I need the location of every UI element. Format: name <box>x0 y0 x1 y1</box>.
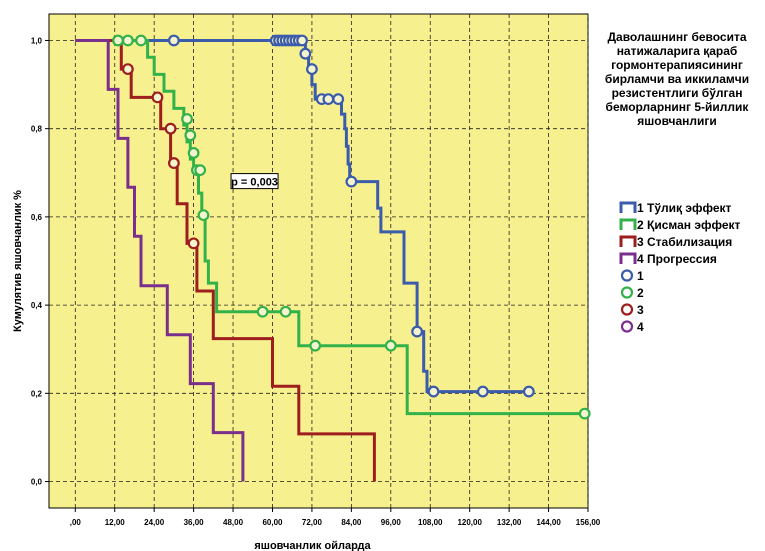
censor-marker <box>578 407 591 420</box>
censor-marker <box>184 129 197 142</box>
legend-line-swatch <box>619 218 637 230</box>
censor-marker <box>322 93 335 106</box>
y-tick-label: 1,0 <box>31 36 43 45</box>
legend-censor-swatch <box>620 269 634 282</box>
legend-circle-glyph <box>620 320 634 333</box>
censor-marker <box>299 47 312 60</box>
title-line: гормонтерапиясининг <box>611 58 743 72</box>
legend-label: 2 <box>637 285 644 300</box>
legend-line-swatch <box>619 235 637 247</box>
legend-line-glyph <box>619 201 637 213</box>
y-tick-label: 0,2 <box>31 389 43 398</box>
x-tick-label: 12,00 <box>105 518 126 527</box>
legend-label: 1 <box>637 268 644 283</box>
legend-label: 4 Прогрессия <box>637 251 717 266</box>
censor-marker <box>296 34 308 47</box>
p-value-text: p = 0,003 <box>231 177 278 189</box>
legend-item-line-2: 2 Қисман эффект <box>619 216 764 233</box>
legend-label: 3 <box>637 302 644 317</box>
censor-marker <box>151 91 164 104</box>
km-curve <box>75 39 245 482</box>
x-tick-label: 120,00 <box>457 518 482 527</box>
p-value-annotation: p = 0,003 <box>230 173 279 190</box>
x-tick-label: 36,00 <box>184 518 205 527</box>
legend-item-line-1: 1 Тўлиқ эффект <box>619 199 764 216</box>
x-tick-label: 60,00 <box>262 518 283 527</box>
censor-marker <box>167 34 180 47</box>
censor-marker <box>187 237 200 250</box>
legend-item-line-4: 4 Прогрессия <box>619 250 764 267</box>
x-tick-label: 96,00 <box>381 518 402 527</box>
title-line: Даволашнинг бевосита <box>607 30 747 44</box>
x-tick-label: ,00 <box>70 518 82 527</box>
legend-item-censor-3: 3 <box>619 301 764 318</box>
censor-marker <box>187 147 200 159</box>
title-line: беморларнинг 5-йиллик <box>605 100 749 114</box>
chart-title: Даволашнинг бевосита натижаларига қараб … <box>592 30 762 128</box>
censor-marker <box>197 209 210 222</box>
legend-censor-swatch <box>620 303 634 316</box>
legend-line-glyph <box>619 252 637 264</box>
censor-marker <box>309 339 322 352</box>
x-tick-label: 72,00 <box>302 518 323 527</box>
km-curve <box>75 39 376 482</box>
y-tick-label: 0,4 <box>31 301 43 310</box>
censor-marker <box>181 113 193 125</box>
legend: 1 Тўлиқ эффект 2 Қисман эффект 3 Стабили… <box>619 199 764 335</box>
title-line: резистентлиги бўлган <box>611 86 743 100</box>
censor-marker <box>279 305 292 318</box>
x-tick-label: 24,00 <box>144 518 165 527</box>
legend-label: 4 <box>637 319 644 334</box>
legend-line-swatch <box>619 252 637 264</box>
censor-marker <box>135 34 147 47</box>
legend-circle-glyph <box>620 269 634 282</box>
censor-marker <box>121 63 134 76</box>
censor-marker <box>256 305 269 318</box>
title-line: бирламчи ва иккиламчи <box>604 72 750 86</box>
title-line: яшовчанлиги <box>637 114 717 128</box>
x-axis-title: яшовчанлик ойларда <box>254 540 371 551</box>
censor-marker <box>112 34 124 47</box>
legend-censor-swatch <box>620 286 634 299</box>
censor-marker <box>306 63 318 76</box>
legend-item-censor-1: 1 <box>619 267 764 284</box>
censor-marker <box>332 93 345 106</box>
x-tick-label: 132,00 <box>497 518 522 527</box>
y-tick-label: 0,0 <box>31 478 43 487</box>
censor-marker <box>427 385 440 398</box>
legend-item-censor-4: 4 <box>619 318 764 335</box>
y-tick-label: 0,6 <box>31 213 43 222</box>
legend-label: 3 Стабилизация <box>637 234 733 249</box>
legend-circle-glyph <box>620 303 634 316</box>
x-tick-label: 48,00 <box>223 518 244 527</box>
x-tick-label: 156,00 <box>576 518 601 527</box>
legend-line-glyph <box>619 235 637 247</box>
censor-marker <box>121 34 134 47</box>
y-tick-label: 0,8 <box>31 125 43 134</box>
legend-label: 1 Тўлиқ эффект <box>637 200 732 215</box>
legend-line-swatch <box>619 201 637 213</box>
x-tick-label: 108,00 <box>418 518 443 527</box>
censor-marker <box>164 122 177 135</box>
legend-line-glyph <box>619 218 637 230</box>
censor-marker <box>384 339 397 352</box>
censor-marker <box>522 385 535 398</box>
p-value-box <box>230 173 279 190</box>
legend-circle-glyph <box>620 286 634 299</box>
legend-censor-swatch <box>620 320 634 333</box>
km-curve <box>75 39 585 416</box>
y-axis-title: Кумулятив яшовчанлик % <box>12 190 24 332</box>
censor-marker <box>167 157 180 169</box>
x-tick-label: 84,00 <box>341 518 362 527</box>
legend-label: 2 Қисман эффект <box>637 217 741 232</box>
legend-item-censor-2: 2 <box>619 284 764 301</box>
legend-item-line-3: 3 Стабилизация <box>619 233 764 250</box>
censor-marker <box>194 164 207 177</box>
title-line: натижаларига қараб <box>616 44 738 58</box>
x-tick-label: 144,00 <box>536 518 561 527</box>
censor-marker <box>476 385 489 398</box>
censor-marker <box>345 175 358 188</box>
censor-marker <box>411 325 423 338</box>
